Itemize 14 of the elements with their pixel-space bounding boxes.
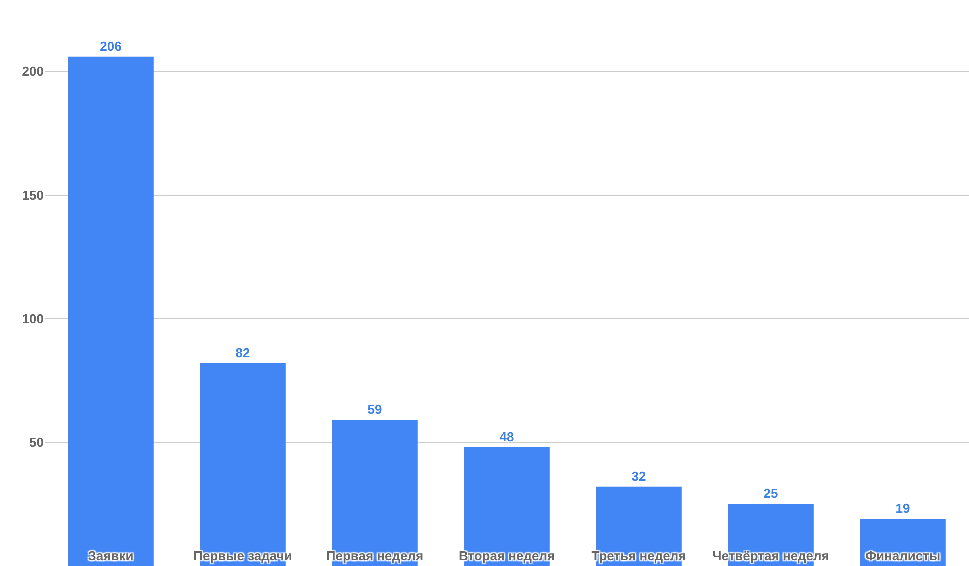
x-tick-label: Финалисты (865, 548, 941, 564)
data-label: 59 (368, 402, 382, 418)
data-label: 82 (236, 345, 250, 360)
data-label: 19 (896, 501, 910, 516)
data-label: 206 (100, 38, 122, 54)
data-label: 25 (764, 486, 778, 502)
data-label: 48 (500, 429, 514, 444)
y-tick-label: 100 (22, 311, 44, 326)
data-label: 32 (632, 468, 646, 484)
y-tick-label: 200 (22, 64, 44, 80)
y-tick-label: 150 (22, 188, 44, 203)
x-tick-label: Заявки (88, 548, 134, 564)
bar (68, 56, 154, 566)
y-tick-label: 50 (30, 434, 44, 450)
